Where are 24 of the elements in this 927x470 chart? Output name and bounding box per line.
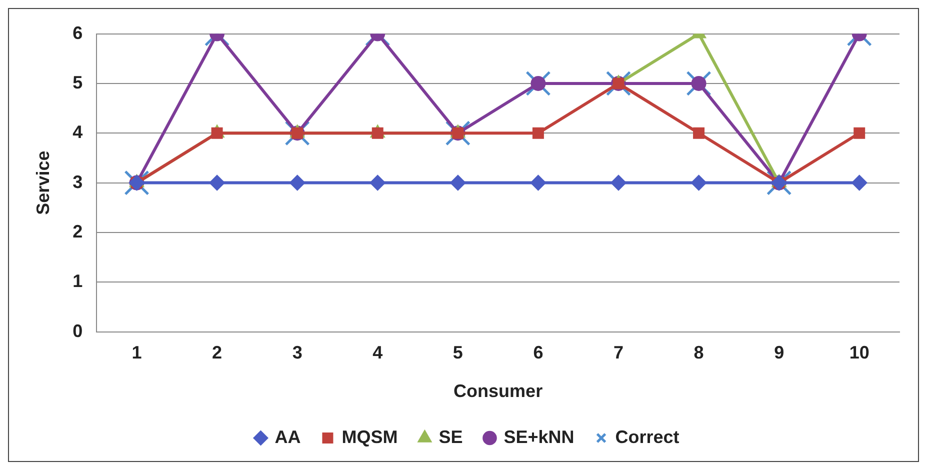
x-tick-label: 5 (452, 342, 463, 363)
y-tick-label: 4 (72, 122, 83, 142)
x-tick-label: 8 (694, 342, 704, 363)
y-tick-label: 3 (72, 172, 83, 192)
x-tick-label: 9 (774, 342, 784, 363)
x-tick-label: 2 (212, 342, 222, 363)
x-tick-label: 3 (292, 342, 302, 363)
legend-label: SE (438, 426, 463, 447)
legend-label: AA (274, 426, 301, 447)
legend-label: MQSM (342, 426, 398, 447)
y-tick-label: 6 (72, 22, 83, 43)
y-tick-label: 2 (72, 221, 83, 242)
x-tick-label: 7 (613, 342, 624, 363)
x-axis-title: Consumer (454, 381, 543, 402)
x-tick-label: 1 (132, 342, 142, 363)
y-tick-label: 0 (72, 320, 83, 341)
x-tick-label: 6 (533, 342, 544, 363)
y-tick-label: 5 (72, 72, 83, 92)
y-axis-title: Service (32, 150, 53, 215)
x-tick-label: 4 (372, 342, 383, 363)
legend-label: SE+kNN (504, 426, 574, 447)
legend-label: Correct (615, 426, 680, 447)
y-tick-label: 1 (72, 271, 83, 292)
x-tick-label: 10 (849, 342, 870, 363)
